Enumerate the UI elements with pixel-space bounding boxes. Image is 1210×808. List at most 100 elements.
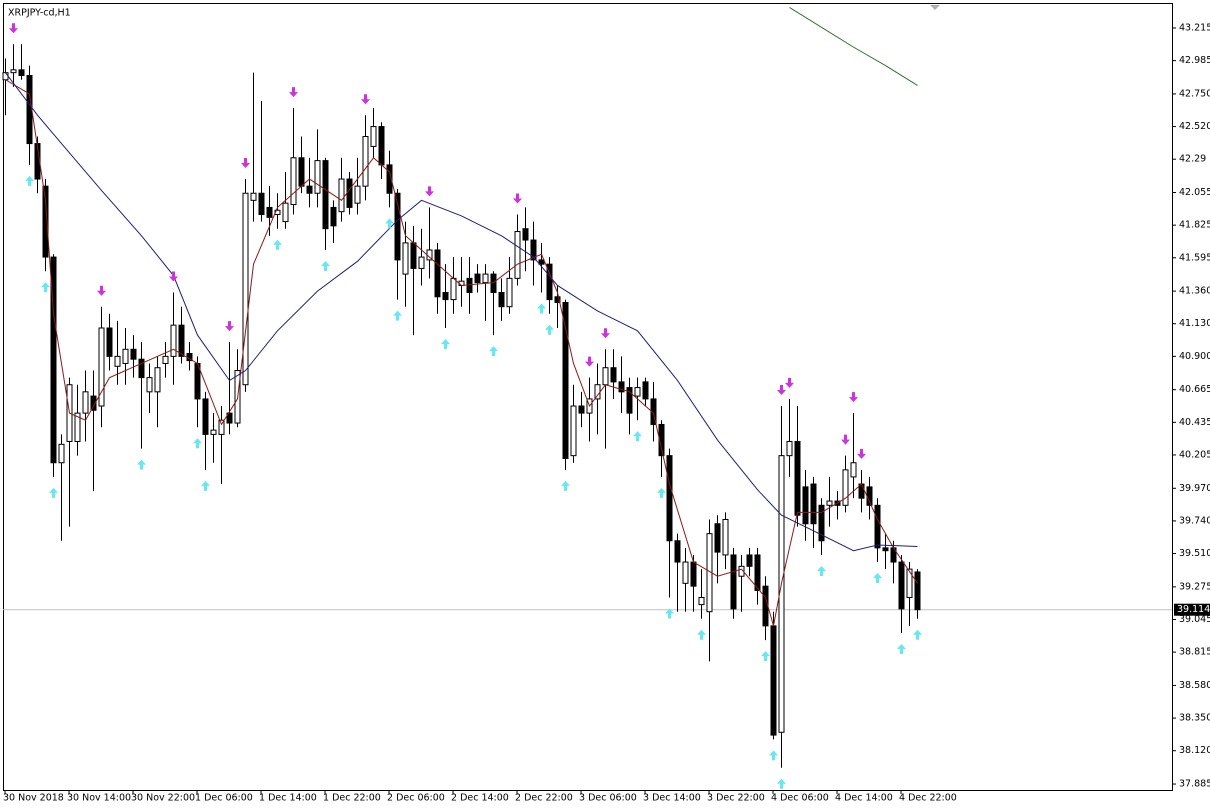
y-tick-label: 42.520 [1179,121,1210,132]
candle-body [722,518,729,556]
x-tick-label: 4 Dec 22:00 [899,793,957,804]
sell-arrow [289,87,298,98]
buy-arrow [817,565,826,576]
sell-arrow [841,434,850,445]
candle-body [162,355,169,364]
candle-body [522,228,529,241]
candle-body [362,135,369,187]
y-tick-label: 41.825 [1179,220,1210,231]
x-tick-label: 3 Dec 06:00 [579,793,637,804]
candle-body [650,398,657,425]
candle-body [114,355,121,367]
buy-arrow [489,346,498,357]
x-tick-label: 1 Dec 06:00 [195,793,253,804]
candle-body [546,263,553,301]
candle-body [850,462,857,478]
y-tick-label: 39.510 [1179,548,1210,559]
x-tick-label: 1 Dec 14:00 [259,793,317,804]
candle-body [10,69,17,74]
y-tick-label: 40.665 [1179,384,1210,395]
candle-body [250,192,257,201]
candle-body [562,301,569,459]
sell-arrow [169,271,178,282]
candle-body [402,242,409,275]
plot-frame [3,3,1173,791]
candle-body [178,324,185,357]
candle-body [762,585,769,627]
candle-body [2,72,9,81]
candle-body [418,256,425,269]
candle-body [386,164,393,194]
buy-arrow [897,643,906,654]
sell-arrow [361,94,370,105]
buy-arrow [137,459,146,470]
sell-arrow [425,186,434,197]
candle-body [786,440,793,457]
buy-arrow [769,750,778,761]
candle-body [898,561,905,610]
buy-arrow [201,480,210,491]
buy-arrow [697,629,706,640]
buy-arrow [41,282,50,293]
candle-body [466,277,473,294]
candle-body [474,273,481,284]
x-tick-label: 2 Dec 22:00 [515,793,573,804]
sell-arrow [513,193,522,204]
candle-body [754,554,761,591]
candle-body [282,202,289,223]
buy-arrow [873,573,882,584]
buy-arrow [441,338,450,349]
candle-body [882,547,889,552]
candle-body [42,185,49,258]
candle-body [330,206,337,227]
candle-body [490,273,497,294]
sell-arrow [225,321,234,332]
candle-body [338,178,345,213]
candle-body [554,296,561,303]
candle-body [826,500,833,506]
candle-body [74,412,81,442]
sell-arrow [857,448,866,459]
candle-body [314,160,321,194]
candle-body [810,483,817,525]
candle-body [50,256,57,464]
candle-body [682,561,689,584]
y-tick-label: 42.055 [1179,187,1210,198]
buy-arrow [49,487,58,498]
y-tick-label: 39.275 [1179,581,1210,592]
candle-body [874,504,881,549]
indicator-line [5,72,918,552]
x-tick-label: 2 Dec 06:00 [387,793,445,804]
x-tick-label: 30 Nov 14:00 [67,793,131,804]
indicator-line [5,79,918,627]
y-tick-label: 42.29 [1179,154,1206,165]
candle-body [666,455,673,542]
buy-arrow [193,438,202,449]
x-tick-label: 30 Nov 2018 [3,793,64,804]
y-tick-label: 38.815 [1179,647,1210,658]
candle-body [770,625,777,736]
candle-body [914,571,921,611]
candle-body [498,292,505,308]
candle-body [82,391,89,414]
candle-body [482,273,489,284]
candle-body [594,384,601,400]
indicator-line [789,6,918,86]
candle-body [370,126,377,147]
y-tick-label: 42.750 [1179,88,1210,99]
x-tick-label: 30 Nov 22:00 [131,793,195,804]
candle-body [258,192,265,216]
candle-body [538,259,545,265]
candle-body [138,358,145,379]
buy-arrow [321,260,330,271]
candle-body [242,192,249,386]
candle-body [570,405,577,457]
candle-body [106,327,113,357]
x-tick-label: 4 Dec 14:00 [835,793,893,804]
x-tick-label: 3 Dec 14:00 [643,793,701,804]
candle-body [98,327,105,407]
y-tick-label: 41.130 [1179,318,1210,329]
y-tick-label: 38.350 [1179,713,1210,724]
candle-body [354,185,361,204]
